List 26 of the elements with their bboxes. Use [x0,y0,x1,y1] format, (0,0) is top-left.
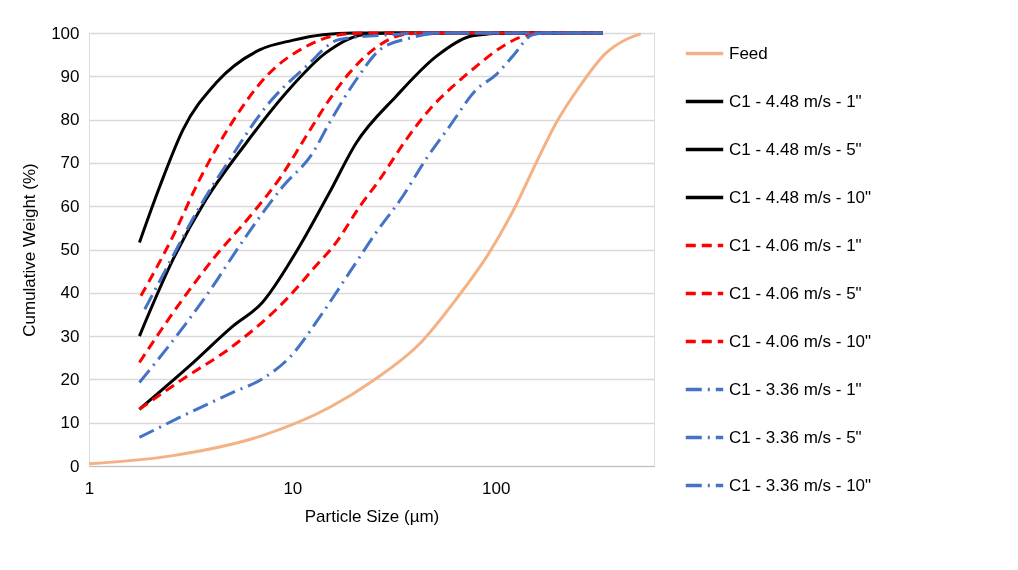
y-axis-title: Cumulative Weight (%) [20,163,40,337]
y-tick-label: 0 [70,456,80,476]
legend-label: C1 - 4.48 m/s - 1" [729,91,862,111]
y-tick-label: 10 [60,413,80,433]
legend-label: C1 - 4.06 m/s - 5" [729,283,862,303]
legend-label: C1 - 4.06 m/s - 1" [729,235,862,255]
legend-label: Feed [729,43,768,63]
legend-label: C1 - 3.36 m/s - 1" [729,379,862,399]
y-tick-label: 100 [51,23,80,43]
x-tick-label: 1 [84,478,95,498]
legend-label: C1 - 3.36 m/s - 5" [729,427,862,447]
y-tick-label: 20 [60,369,80,389]
y-tick-label: 70 [60,153,80,173]
y-tick-label: 30 [60,326,80,346]
x-tick-label: 10 [283,478,303,498]
legend-label: C1 - 4.48 m/s - 10" [729,187,872,207]
y-tick-label: 90 [60,66,80,86]
legend-label: C1 - 4.48 m/s - 5" [729,139,862,159]
y-tick-label: 40 [60,283,80,303]
x-tick-label: 100 [482,478,511,498]
y-tick-label: 50 [60,240,80,259]
y-tick-label: 80 [60,110,80,130]
x-axis-title: Particle Size (µm) [304,506,440,526]
y-tick-label: 60 [60,196,80,216]
legend-label: C1 - 3.36 m/s - 10" [729,475,872,495]
legend-label: C1 - 4.06 m/s - 10" [729,331,872,351]
